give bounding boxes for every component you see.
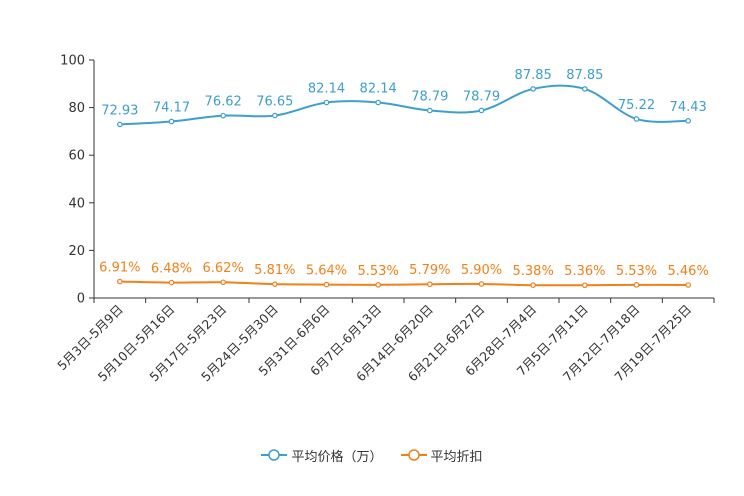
series-1-data-label: 5.36% [564,264,605,279]
series-1-point [427,281,433,288]
series-0-point [582,86,588,92]
series-0-data-label: 87.85 [566,68,603,83]
series-1-data-label: 5.53% [616,264,657,279]
series-1-data-label: 5.90% [461,263,502,278]
y-tick-label: 0 [77,292,85,307]
series-0-point [633,116,640,122]
series-1-data-label: 5.81% [254,263,295,278]
legend-discount-icon [400,449,427,461]
series-1-point [478,281,485,287]
series-0-data-label: 74.43 [670,100,707,115]
series-1-point [272,281,278,287]
series-0-data-label: 82.14 [308,82,345,97]
data-labels: 72.93 74.17 76.62 76.65 82.14 82.14 78.79 78.79… [99,68,709,279]
series-0-point [220,112,226,119]
series-0-data-label: 76.65 [256,95,293,110]
series-0-point [272,112,278,119]
legend-price-icon [261,449,288,461]
series-0-point [375,99,381,106]
y-tick-label: 100 [60,54,85,69]
series-1-data-label: 6.48% [151,262,192,277]
series-0-point [117,121,123,128]
series-1-data-label: 6.62% [203,261,244,276]
series-0-data-label: 82.14 [360,82,397,97]
y-tick-label: 40 [68,196,85,211]
legend: 平均价格（万） 平均折扣 [0,444,744,466]
series-1-data-label: 5.53% [358,264,399,279]
series-0-point [530,86,536,92]
series-0-data-label: 74.17 [153,100,190,115]
legend-item-price[interactable]: 平均价格（万） [261,446,383,465]
series-1-point [633,282,640,288]
series-1-point [530,282,536,288]
series-0-point [168,118,175,125]
y-tick-label: 20 [68,244,85,259]
series-1-point [220,279,226,286]
legend-label-price: 平均价格（万） [291,449,383,465]
series-1-data-label: 5.79% [409,263,450,278]
y-tick-label: 60 [68,149,85,164]
series-1-data-label: 5.38% [513,264,554,279]
series-0-data-label: 75.22 [618,98,655,113]
series-0-point [323,99,330,106]
series-1-point [375,282,381,288]
series-0-data-label: 78.79 [411,89,448,104]
series-0-data-label: 87.85 [515,68,552,83]
series-0-data-label: 78.79 [463,89,500,104]
series-0-data-label: 72.93 [101,103,138,118]
series-1-point [168,279,175,286]
series-1-data-label: 6.91% [99,261,140,276]
series-line-0 [119,84,689,126]
legend-label-discount: 平均折扣 [430,449,483,465]
series-0-point [685,118,691,124]
series-0-point [478,107,485,114]
y-tick-label: 80 [68,101,85,116]
series-1-point [685,282,691,288]
series-1-point [117,278,123,285]
series-1-data-label: 5.64% [306,264,347,279]
series-layer [117,84,691,289]
series-line-1 [119,280,689,287]
series-1-point [582,282,588,289]
series-1-point [323,281,330,288]
series-0-data-label: 76.62 [205,95,242,110]
series-1-data-label: 5.46% [668,264,709,279]
line-chart: 0204060801005月3日-5月9日5月10日-5月16日5月17日-5月… [54,54,715,384]
legend-item-discount[interactable]: 平均折扣 [400,446,483,465]
series-0-point [427,107,433,114]
